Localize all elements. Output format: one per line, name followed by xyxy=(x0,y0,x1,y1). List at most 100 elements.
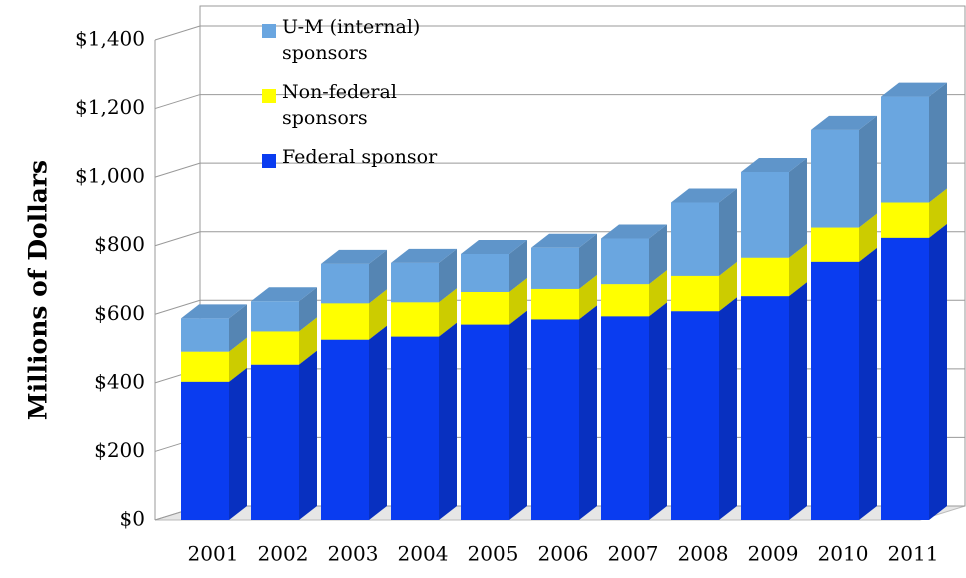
bar xyxy=(181,351,229,382)
bar-side xyxy=(439,288,457,337)
bar xyxy=(741,172,789,258)
legend-entry: Non-federal sponsors xyxy=(282,81,397,129)
bar-side xyxy=(229,367,247,520)
bar-side xyxy=(299,350,317,520)
legend-label: U-M (internal) sponsors xyxy=(282,16,421,64)
grid-line-side xyxy=(154,94,201,110)
legend-swatch xyxy=(262,24,276,38)
bar-side xyxy=(229,304,247,352)
bar xyxy=(671,275,719,312)
bar-side xyxy=(439,322,457,520)
x-tick-label: 2007 xyxy=(608,542,659,566)
grid-line-side xyxy=(154,231,201,247)
legend-label: Federal sponsor xyxy=(282,146,438,168)
bar xyxy=(321,303,369,340)
bar-top xyxy=(881,82,947,97)
bar xyxy=(531,319,579,520)
bar-side xyxy=(789,158,807,258)
bar-side xyxy=(509,278,527,325)
bar xyxy=(321,339,369,520)
bar-side xyxy=(649,302,667,520)
bar xyxy=(251,331,299,365)
y-tick-label: $0 xyxy=(120,507,145,531)
bar xyxy=(601,316,649,520)
x-tick-label: 2011 xyxy=(888,542,939,566)
bar-top xyxy=(461,239,527,254)
bar-side xyxy=(509,239,527,292)
y-tick-label: $400 xyxy=(94,369,145,393)
y-axis-label: Millions of Dollars xyxy=(24,160,53,420)
bar xyxy=(251,301,299,332)
bar-side xyxy=(579,274,597,320)
x-tick-label: 2009 xyxy=(748,542,799,566)
legend-label: Non-federal sponsors xyxy=(282,81,397,129)
bar-side xyxy=(369,289,387,340)
bar-side xyxy=(299,317,317,365)
legend-swatch xyxy=(262,89,276,103)
bar-side xyxy=(579,233,597,289)
y-tick-label: $600 xyxy=(94,301,145,325)
bar xyxy=(881,202,929,238)
x-tick-label: 2001 xyxy=(188,542,239,566)
bar xyxy=(811,261,859,520)
bar xyxy=(811,129,859,228)
bar xyxy=(601,284,649,317)
bar-top xyxy=(251,287,317,302)
x-tick-label: 2005 xyxy=(468,542,519,566)
bar-side xyxy=(369,325,387,520)
bar xyxy=(881,237,929,521)
bar-top xyxy=(181,304,247,319)
bar-side xyxy=(649,224,667,285)
bar-top xyxy=(741,158,807,172)
x-tick-label: 2003 xyxy=(328,542,379,566)
bar-top xyxy=(391,248,457,263)
bar-side xyxy=(789,282,807,520)
y-tick-label: $1,200 xyxy=(75,95,145,119)
bar-side xyxy=(579,305,597,520)
y-tick-label: $800 xyxy=(94,232,145,256)
bar xyxy=(671,311,719,520)
bar-side xyxy=(299,287,317,332)
bar-side xyxy=(859,115,877,228)
bar-top xyxy=(601,224,667,239)
bar xyxy=(531,247,579,289)
bar-top xyxy=(531,233,597,248)
bar-side xyxy=(229,337,247,382)
bar xyxy=(811,227,859,262)
legend-entry: U-M (internal) sponsors xyxy=(282,16,421,64)
bar xyxy=(671,202,719,276)
bar-top xyxy=(671,188,737,203)
bar xyxy=(461,324,509,520)
bar-side xyxy=(719,261,737,312)
bar xyxy=(601,238,649,285)
legend-swatch xyxy=(262,154,276,168)
bar-side xyxy=(929,82,947,203)
bar xyxy=(531,288,579,320)
bar xyxy=(741,296,789,520)
bar-side xyxy=(719,297,737,520)
bar xyxy=(881,96,929,203)
legend-entry: Federal sponsor xyxy=(282,146,438,168)
x-tick-label: 2002 xyxy=(258,542,309,566)
bar-side xyxy=(789,243,807,297)
bar xyxy=(391,262,439,303)
bar-side xyxy=(649,270,667,317)
bar xyxy=(321,263,369,304)
x-tick-label: 2010 xyxy=(818,542,869,566)
x-tick-label: 2004 xyxy=(398,542,449,566)
grid-line-side xyxy=(154,25,201,41)
bar-side xyxy=(509,310,527,520)
bar xyxy=(741,257,789,297)
bar-side xyxy=(719,188,737,276)
bar-top xyxy=(321,249,387,264)
y-tick-label: $1,400 xyxy=(75,27,145,51)
y-tick-label: $1,000 xyxy=(75,164,145,188)
bar xyxy=(461,292,509,325)
bar xyxy=(181,381,229,520)
grid-line-side xyxy=(154,299,201,315)
bar xyxy=(251,364,299,520)
y-tick-label: $200 xyxy=(94,438,145,462)
bar-top xyxy=(811,115,877,130)
grid-line-side xyxy=(154,162,201,178)
bar-side xyxy=(439,248,457,303)
